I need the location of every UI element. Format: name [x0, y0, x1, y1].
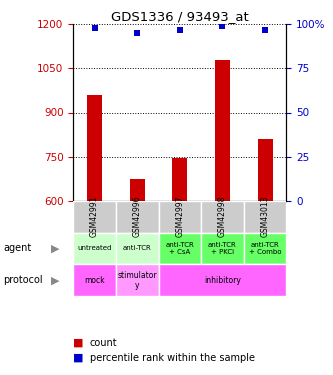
Text: stimulator
y: stimulator y [118, 271, 157, 290]
Text: agent: agent [3, 243, 32, 254]
Text: ▶: ▶ [51, 275, 59, 285]
Point [135, 30, 140, 36]
Text: GSM42997: GSM42997 [175, 196, 184, 237]
Text: anti-TCR: anti-TCR [123, 246, 152, 251]
Title: GDS1336 / 93493_at: GDS1336 / 93493_at [111, 10, 249, 23]
Bar [201, 201, 244, 232]
Bar [116, 232, 159, 264]
Text: protocol: protocol [3, 275, 43, 285]
Bar [159, 264, 286, 296]
Bar [159, 201, 201, 232]
Text: inhibitory: inhibitory [204, 276, 241, 285]
Text: ▶: ▶ [51, 243, 59, 254]
Text: ■: ■ [73, 353, 84, 363]
Bar [87, 95, 102, 201]
Bar [244, 232, 286, 264]
Point [92, 25, 97, 31]
Text: anti-TCR
+ PKCi: anti-TCR + PKCi [208, 242, 237, 255]
Text: anti-TCR
+ Combo: anti-TCR + Combo [249, 242, 281, 255]
Bar [172, 158, 187, 201]
Bar [258, 139, 272, 201]
Text: GSM42991: GSM42991 [90, 196, 99, 237]
Bar [73, 264, 116, 296]
Text: count: count [90, 338, 118, 348]
Bar [201, 232, 244, 264]
Bar [116, 201, 159, 232]
Text: GSM42996: GSM42996 [133, 196, 142, 237]
Bar [215, 60, 230, 201]
Bar [73, 232, 116, 264]
Point [177, 27, 182, 33]
Text: ■: ■ [73, 338, 84, 348]
Text: anti-TCR
+ CsA: anti-TCR + CsA [166, 242, 194, 255]
Bar [116, 264, 159, 296]
Text: percentile rank within the sample: percentile rank within the sample [90, 353, 255, 363]
Bar [159, 232, 201, 264]
Bar [244, 201, 286, 232]
Text: untreated: untreated [77, 246, 112, 251]
Point [262, 27, 268, 33]
Point [220, 23, 225, 29]
Text: GSM43013: GSM43013 [260, 196, 270, 237]
Text: mock: mock [84, 276, 105, 285]
Bar [130, 180, 145, 201]
Text: GSM42998: GSM42998 [218, 196, 227, 237]
Bar [73, 201, 116, 232]
